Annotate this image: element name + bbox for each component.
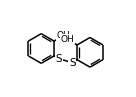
- Text: S: S: [56, 54, 62, 64]
- Text: S: S: [69, 58, 75, 68]
- Text: OH: OH: [57, 31, 70, 40]
- Text: OH: OH: [61, 35, 75, 44]
